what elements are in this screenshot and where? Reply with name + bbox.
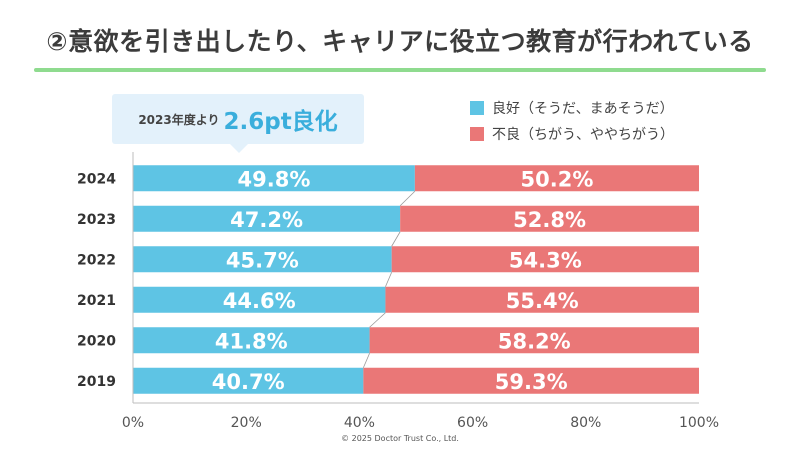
- legend-label-bad: 不良（ちがう、ややちがう）: [492, 127, 674, 143]
- connector-line-2022-2021: [385, 272, 393, 287]
- page-title: ②意欲を引き出したり、キャリアに役立つ教育が行われている: [46, 27, 754, 56]
- x-tick-label-1: 20%: [231, 415, 262, 431]
- data-label-good-2022: 45.7%: [226, 248, 299, 272]
- x-tick-label-2: 40%: [344, 415, 375, 431]
- legend-label-good: 良好（そうだ、まあそうだ）: [492, 101, 674, 117]
- connector-line-2024-2023: [399, 190, 416, 207]
- category-label-2024: 2024: [77, 171, 116, 187]
- bar-good-2019: [133, 367, 364, 394]
- data-label-bad-2022: 54.3%: [509, 248, 582, 272]
- legend-item-bad: 不良（ちがう、ややちがう）: [470, 121, 674, 147]
- bar-bad-2020: [369, 327, 699, 354]
- data-label-good-2024: 49.8%: [238, 167, 311, 191]
- bar-bad-2024: [414, 165, 699, 192]
- legend-swatch-good: [470, 101, 484, 115]
- connector-line-2021-2020: [369, 312, 386, 328]
- data-label-bad-2024: 50.2%: [521, 167, 594, 191]
- data-label-bad-2021: 55.4%: [506, 289, 579, 313]
- data-label-good-2019: 40.7%: [212, 370, 285, 394]
- data-label-bad-2020: 58.2%: [498, 329, 571, 353]
- category-label-2020: 2020: [77, 333, 116, 349]
- data-label-bad-2023: 52.8%: [513, 208, 586, 232]
- bar-good-2020: [133, 327, 370, 354]
- data-label-good-2021: 44.6%: [223, 289, 296, 313]
- chart-legend: 良好（そうだ、まあそうだ） 不良（ちがう、ややちがう）: [470, 95, 674, 147]
- category-label-2022: 2022: [77, 252, 116, 268]
- bar-good-2021: [133, 286, 386, 313]
- x-tick-label-4: 80%: [570, 415, 601, 431]
- connector-line-2020-2019: [362, 353, 370, 368]
- x-tick-label-5: 100%: [679, 415, 719, 431]
- bar-bad-2023: [400, 205, 699, 232]
- connector-line-2023-2022: [391, 231, 401, 247]
- bar-bad-2022: [391, 246, 699, 273]
- category-label-2019: 2019: [77, 374, 116, 390]
- bar-good-2022: [133, 246, 392, 273]
- category-label-2023: 2023: [77, 212, 116, 228]
- category-label-2021: 2021: [77, 293, 116, 309]
- title-underline: [34, 68, 766, 72]
- data-label-bad-2019: 59.3%: [495, 370, 568, 394]
- data-label-good-2020: 41.8%: [215, 329, 288, 353]
- bar-bad-2021: [385, 286, 699, 313]
- bar-bad-2019: [363, 367, 699, 394]
- bar-good-2023: [133, 205, 401, 232]
- callout-prefix: 2023年度より: [138, 112, 220, 127]
- callout-highlight: 2.6pt良化: [223, 109, 338, 135]
- improvement-callout: 2023年度より 2.6pt良化: [112, 94, 364, 153]
- x-tick-label-0: 0%: [122, 415, 144, 431]
- copyright-footer: © 2025 Doctor Trust Co., Ltd.: [341, 434, 459, 443]
- x-tick-label-3: 60%: [457, 415, 488, 431]
- legend-item-good: 良好（そうだ、まあそうだ）: [470, 95, 674, 121]
- data-label-good-2023: 47.2%: [230, 208, 303, 232]
- bar-good-2024: [133, 165, 415, 192]
- legend-swatch-bad: [470, 127, 484, 141]
